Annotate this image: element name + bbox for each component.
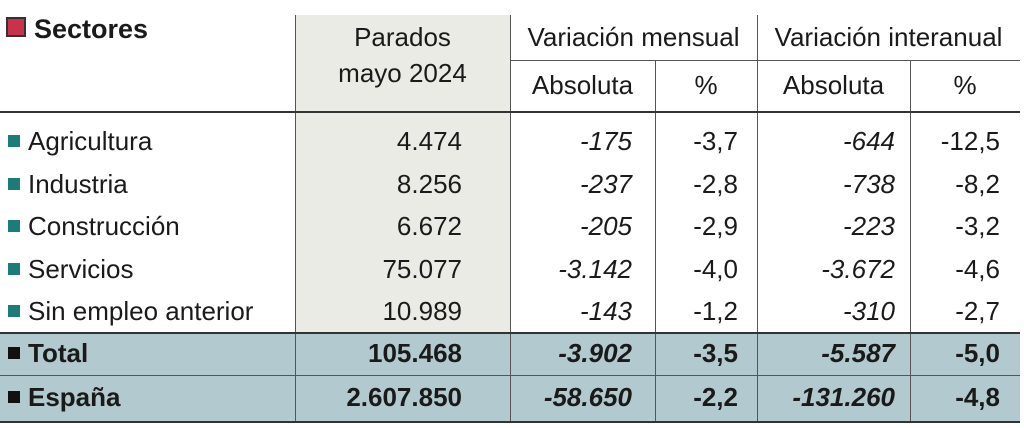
cell: -3.672 (821, 253, 895, 284)
cell: -2,7 (955, 296, 1000, 326)
cell: -2,9 (693, 211, 738, 241)
row-label: Total (28, 338, 89, 368)
title-icon (6, 17, 26, 37)
parados-bg (295, 15, 510, 333)
subheader: % (694, 70, 718, 100)
cell: -738 (842, 168, 895, 199)
cell: -4,6 (955, 253, 1000, 284)
row-label: Construcción (28, 211, 180, 241)
bullet (8, 305, 20, 317)
rule (0, 421, 1020, 423)
cell: -8,2 (955, 168, 1000, 199)
bullet (8, 177, 20, 190)
cell: 105.468 (368, 338, 462, 368)
cell: -223 (842, 211, 895, 241)
interanual-header: Variación interanual (774, 22, 1003, 52)
bullet (8, 262, 20, 275)
rule (295, 15, 296, 422)
cell: -5,0 (955, 338, 1000, 368)
cell: -2,8 (693, 168, 738, 199)
cell: -3,2 (955, 211, 1000, 241)
cell: 2.607.850 (346, 382, 462, 412)
cell: -143 (579, 296, 632, 326)
cell: -58.650 (543, 382, 632, 412)
rule (757, 15, 758, 422)
rule (0, 332, 1020, 334)
cell: -3,5 (693, 338, 738, 368)
cell: -12,5 (940, 126, 1000, 156)
bullet (8, 220, 20, 232)
cell: 75.077 (382, 253, 462, 284)
rule (655, 60, 656, 422)
cell: -4,0 (693, 253, 738, 284)
cell: -237 (579, 168, 632, 199)
title: Sectores (34, 14, 149, 44)
cell: -2,2 (693, 382, 738, 412)
cell: -3,7 (693, 126, 738, 156)
rule (0, 375, 1020, 376)
bullet (8, 135, 20, 147)
cell: -644 (842, 126, 895, 156)
cell: -1,2 (693, 296, 738, 326)
cell: -205 (579, 211, 632, 241)
subheader: % (953, 70, 977, 100)
cell: 8.256 (396, 168, 462, 199)
cell: -3.902 (558, 338, 632, 368)
row-label: Industria (28, 168, 128, 199)
row-label: España (28, 382, 121, 412)
cell: 10.989 (382, 296, 462, 326)
cell: 6.672 (396, 211, 462, 241)
cell: -5.587 (821, 338, 895, 368)
bullet (8, 347, 20, 359)
bullet (8, 391, 20, 403)
rule (510, 15, 511, 422)
rule (0, 111, 1020, 113)
rule (510, 60, 1020, 61)
row-label: Agricultura (28, 126, 153, 156)
row-label: Servicios (28, 253, 134, 284)
subheader: Absoluta (531, 70, 634, 100)
rule (910, 60, 911, 422)
cell: -175 (579, 126, 632, 156)
row-label: Sin empleo anterior (28, 296, 254, 326)
subheader: Absoluta (782, 70, 885, 100)
cell: -4,8 (955, 382, 1000, 412)
parados-header: mayo 2024 (338, 58, 467, 88)
parados-header: Parados (354, 22, 451, 52)
mensual-header: Variación mensual (527, 22, 740, 52)
cell: -131.260 (792, 382, 895, 412)
cell: -310 (842, 296, 895, 326)
cell: -3.142 (558, 253, 632, 284)
cell: 4.474 (396, 126, 462, 156)
